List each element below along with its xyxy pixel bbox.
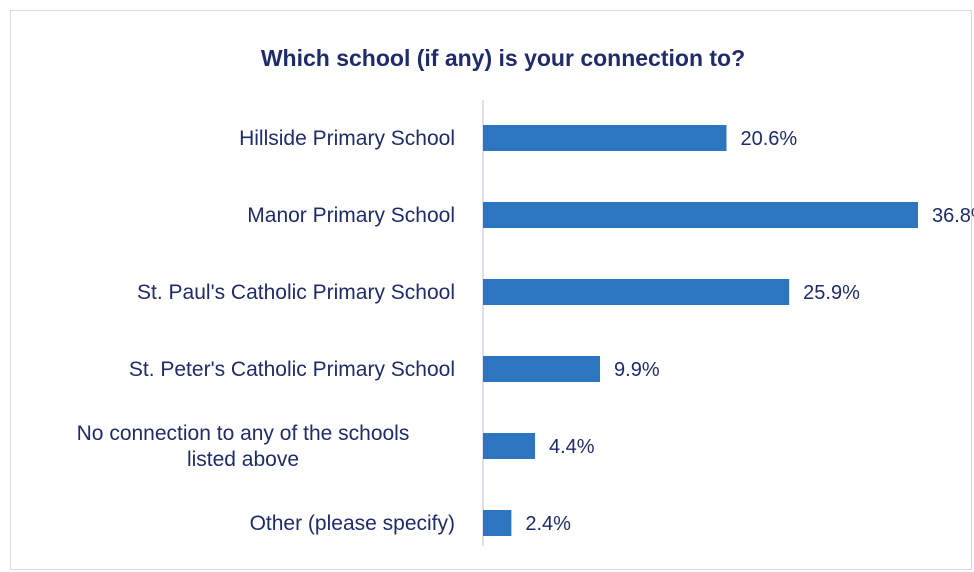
- bar-0: [483, 125, 727, 151]
- value-label-5: 2.4%: [525, 513, 571, 535]
- category-label-5: Other (please specify): [250, 512, 455, 535]
- category-label-2: St. Paul's Catholic Primary School: [137, 281, 455, 304]
- chart-title: Which school (if any) is your connection…: [261, 45, 745, 71]
- value-labels-group: 20.6% 36.8% 25.9% 9.9% 4.4% 2.4%: [525, 128, 974, 535]
- value-label-2: 25.9%: [803, 282, 860, 304]
- category-label-line: No connection to any of the schools: [77, 422, 410, 445]
- value-label-1: 36.8%: [932, 205, 974, 227]
- bar-3: [483, 356, 601, 382]
- category-label-line: Other (please specify): [250, 512, 455, 535]
- value-label-3: 9.9%: [614, 359, 660, 381]
- category-label-line: listed above: [187, 448, 299, 471]
- bar-1: [483, 202, 918, 228]
- category-label-line: Hillside Primary School: [239, 127, 455, 150]
- value-label-4: 4.4%: [549, 436, 595, 458]
- category-label-0: Hillside Primary School: [239, 127, 455, 150]
- category-label-line: Manor Primary School: [247, 204, 455, 227]
- bar-2: [483, 279, 790, 305]
- category-labels-group: Hillside Primary School Manor Primary Sch…: [77, 127, 455, 535]
- bar-5: [483, 510, 512, 536]
- bar-4: [483, 433, 536, 459]
- value-label-0: 20.6%: [741, 128, 798, 150]
- category-label-line: St. Paul's Catholic Primary School: [137, 281, 455, 304]
- category-label-4: No connection to any of the schools liste…: [77, 422, 410, 471]
- category-label-3: St. Peter's Catholic Primary School: [129, 358, 455, 381]
- category-label-1: Manor Primary School: [247, 204, 455, 227]
- bars-group: [483, 125, 918, 536]
- category-label-line: St. Peter's Catholic Primary School: [129, 358, 455, 381]
